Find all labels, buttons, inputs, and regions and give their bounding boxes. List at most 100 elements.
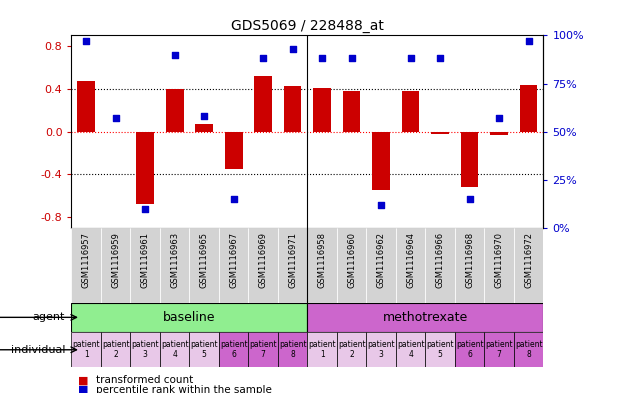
Bar: [366, 332, 396, 367]
Text: methotrexate: methotrexate: [383, 311, 468, 324]
Bar: [455, 332, 484, 367]
Text: patient
7: patient 7: [486, 340, 513, 360]
Text: GSM1116962: GSM1116962: [377, 231, 386, 288]
Text: GSM1116971: GSM1116971: [288, 231, 297, 288]
Text: GSM1116968: GSM1116968: [465, 231, 474, 288]
Text: GSM1116972: GSM1116972: [524, 231, 533, 288]
Text: GSM1116957: GSM1116957: [82, 231, 91, 288]
Point: [81, 38, 91, 44]
Text: patient
6: patient 6: [456, 340, 483, 360]
Bar: [461, 132, 478, 187]
Bar: [101, 332, 130, 367]
Bar: [219, 332, 248, 367]
Text: GSM1116964: GSM1116964: [406, 231, 415, 288]
Bar: [307, 332, 337, 367]
Point: [376, 202, 386, 208]
Bar: [396, 332, 425, 367]
Point: [406, 55, 415, 62]
Bar: [490, 132, 508, 135]
Bar: [314, 88, 331, 132]
Text: patient
2: patient 2: [338, 340, 365, 360]
Title: GDS5069 / 228488_at: GDS5069 / 228488_at: [231, 19, 384, 33]
Text: patient
4: patient 4: [397, 340, 424, 360]
Bar: [425, 228, 455, 303]
Bar: [484, 228, 514, 303]
Bar: [225, 132, 242, 169]
Text: ■: ■: [78, 385, 88, 393]
Text: GSM1116969: GSM1116969: [259, 231, 268, 288]
Bar: [514, 332, 543, 367]
Bar: [402, 91, 419, 132]
Point: [347, 55, 356, 62]
Text: GSM1116960: GSM1116960: [347, 231, 356, 288]
Bar: [337, 228, 366, 303]
Point: [494, 115, 504, 121]
Bar: [307, 303, 543, 332]
Text: patient
1: patient 1: [73, 340, 100, 360]
Text: patient
2: patient 2: [102, 340, 129, 360]
Point: [170, 51, 179, 58]
Text: patient
1: patient 1: [309, 340, 336, 360]
Text: patient
4: patient 4: [161, 340, 188, 360]
Text: GSM1116965: GSM1116965: [200, 231, 209, 288]
Bar: [78, 81, 95, 132]
Bar: [484, 332, 514, 367]
Bar: [425, 332, 455, 367]
Point: [229, 196, 238, 202]
Bar: [366, 228, 396, 303]
Bar: [284, 86, 302, 132]
Bar: [137, 132, 154, 204]
Point: [258, 55, 268, 62]
Bar: [396, 228, 425, 303]
Point: [435, 55, 445, 62]
Bar: [372, 132, 390, 191]
Bar: [219, 228, 248, 303]
Point: [140, 206, 150, 212]
Bar: [431, 132, 449, 134]
Bar: [248, 332, 278, 367]
Text: patient
5: patient 5: [427, 340, 454, 360]
Bar: [195, 124, 213, 132]
Bar: [71, 303, 307, 332]
Bar: [160, 332, 189, 367]
Text: ■: ■: [78, 375, 88, 386]
Bar: [71, 332, 101, 367]
Text: GSM1116958: GSM1116958: [318, 231, 327, 288]
Bar: [337, 332, 366, 367]
Bar: [248, 228, 278, 303]
Text: patient
8: patient 8: [279, 340, 306, 360]
Bar: [307, 228, 337, 303]
Text: GSM1116967: GSM1116967: [229, 231, 238, 288]
Point: [524, 38, 533, 44]
Bar: [514, 228, 543, 303]
Text: GSM1116961: GSM1116961: [141, 231, 150, 288]
Text: GSM1116970: GSM1116970: [495, 231, 504, 288]
Text: GSM1116959: GSM1116959: [111, 231, 120, 288]
Bar: [101, 228, 130, 303]
Point: [199, 113, 209, 119]
Text: patient
6: patient 6: [220, 340, 247, 360]
Bar: [520, 84, 537, 132]
Point: [465, 196, 474, 202]
Text: patient
5: patient 5: [191, 340, 218, 360]
Text: agent: agent: [33, 312, 65, 322]
Bar: [455, 228, 484, 303]
Text: GSM1116966: GSM1116966: [436, 231, 445, 288]
Text: patient
8: patient 8: [515, 340, 542, 360]
Text: individual: individual: [11, 345, 65, 355]
Text: patient
7: patient 7: [250, 340, 277, 360]
Bar: [278, 332, 307, 367]
Point: [288, 46, 297, 52]
Bar: [255, 76, 272, 132]
Bar: [130, 332, 160, 367]
Bar: [189, 228, 219, 303]
Bar: [189, 332, 219, 367]
Text: transformed count: transformed count: [96, 375, 194, 386]
Text: baseline: baseline: [163, 311, 215, 324]
Bar: [160, 228, 189, 303]
Point: [111, 115, 120, 121]
Text: patient
3: patient 3: [132, 340, 159, 360]
Text: patient
3: patient 3: [368, 340, 395, 360]
Bar: [343, 91, 360, 132]
Bar: [278, 228, 307, 303]
